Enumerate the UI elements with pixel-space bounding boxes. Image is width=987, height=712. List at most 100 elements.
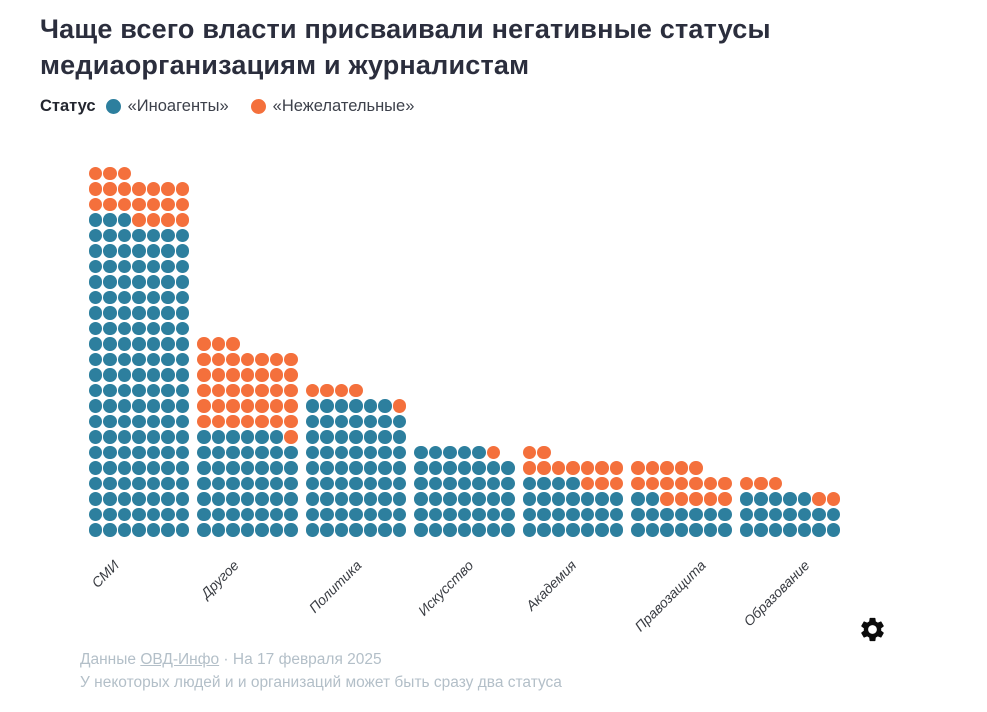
dot	[175, 383, 189, 398]
dot	[132, 275, 146, 289]
source-link[interactable]: ОВД-Инфо	[140, 650, 220, 668]
dot	[269, 461, 283, 475]
dot	[378, 414, 392, 429]
dot	[674, 523, 688, 537]
dot	[392, 476, 406, 491]
dot	[88, 368, 102, 382]
dot	[146, 461, 160, 475]
dot	[103, 197, 117, 212]
dot	[305, 430, 319, 444]
dot-spacer	[783, 477, 797, 491]
dot	[768, 476, 782, 491]
dot	[797, 523, 811, 537]
settings-gear-button[interactable]	[858, 615, 887, 644]
dot	[334, 445, 348, 460]
dot	[240, 414, 254, 429]
dot	[443, 492, 457, 506]
dot	[103, 213, 117, 227]
dot	[718, 476, 732, 491]
dot	[103, 228, 117, 243]
dot	[689, 492, 703, 506]
dot	[392, 507, 406, 522]
dot	[211, 352, 225, 367]
dot	[414, 507, 428, 522]
dot	[88, 197, 102, 212]
dot	[551, 523, 565, 537]
dot	[501, 507, 515, 522]
dot	[132, 228, 146, 243]
dot	[117, 414, 131, 429]
dot	[161, 337, 175, 351]
dot	[284, 430, 298, 444]
dot	[103, 259, 117, 274]
dot	[689, 476, 703, 491]
dot	[522, 523, 536, 537]
dot	[211, 368, 225, 382]
dot	[103, 414, 117, 429]
legend-title: Статус	[40, 96, 96, 115]
waffle-column-7	[739, 476, 841, 538]
dot	[146, 383, 160, 398]
dot	[161, 492, 175, 506]
dot	[88, 523, 102, 537]
dot	[255, 352, 269, 367]
dot	[146, 523, 160, 537]
dot	[305, 492, 319, 506]
dot	[255, 445, 269, 460]
blue-dot-icon	[105, 98, 121, 114]
dot	[428, 523, 442, 537]
dot	[595, 523, 609, 537]
dot	[645, 523, 659, 537]
dot	[754, 523, 768, 537]
source-prefix: Данные	[80, 650, 136, 668]
dot	[609, 523, 623, 537]
dot	[334, 523, 348, 537]
dot	[132, 306, 146, 320]
dot	[334, 461, 348, 475]
dot	[146, 213, 160, 227]
dot	[146, 352, 160, 367]
dot	[392, 430, 406, 444]
dot	[132, 507, 146, 522]
dot	[645, 476, 659, 491]
dot	[132, 414, 146, 429]
dot	[88, 352, 102, 367]
dot-spacer	[704, 461, 718, 475]
dot	[146, 476, 160, 491]
dot	[522, 492, 536, 506]
dot	[226, 352, 240, 367]
dot	[566, 492, 580, 506]
dot	[255, 492, 269, 506]
dot	[226, 492, 240, 506]
dot	[392, 445, 406, 460]
dot	[689, 507, 703, 522]
dot	[88, 430, 102, 444]
dot	[117, 492, 131, 506]
dot	[103, 321, 117, 336]
dot	[363, 507, 377, 522]
dot	[255, 461, 269, 475]
dot	[414, 445, 428, 460]
dot	[161, 383, 175, 398]
dot	[501, 461, 515, 475]
dot	[117, 352, 131, 367]
category-label: Другое	[197, 556, 242, 602]
dot	[103, 368, 117, 382]
dot	[132, 430, 146, 444]
dot	[826, 507, 840, 522]
dot	[334, 507, 348, 522]
dot	[305, 476, 319, 491]
dot	[240, 461, 254, 475]
dot	[211, 445, 225, 460]
dot	[674, 476, 688, 491]
dot	[269, 352, 283, 367]
dot	[240, 352, 254, 367]
dot	[284, 476, 298, 491]
dot	[255, 414, 269, 429]
dot	[197, 476, 211, 491]
dot	[117, 321, 131, 336]
dot	[363, 399, 377, 413]
dot	[392, 399, 406, 413]
dot	[175, 321, 189, 336]
dot	[117, 228, 131, 243]
